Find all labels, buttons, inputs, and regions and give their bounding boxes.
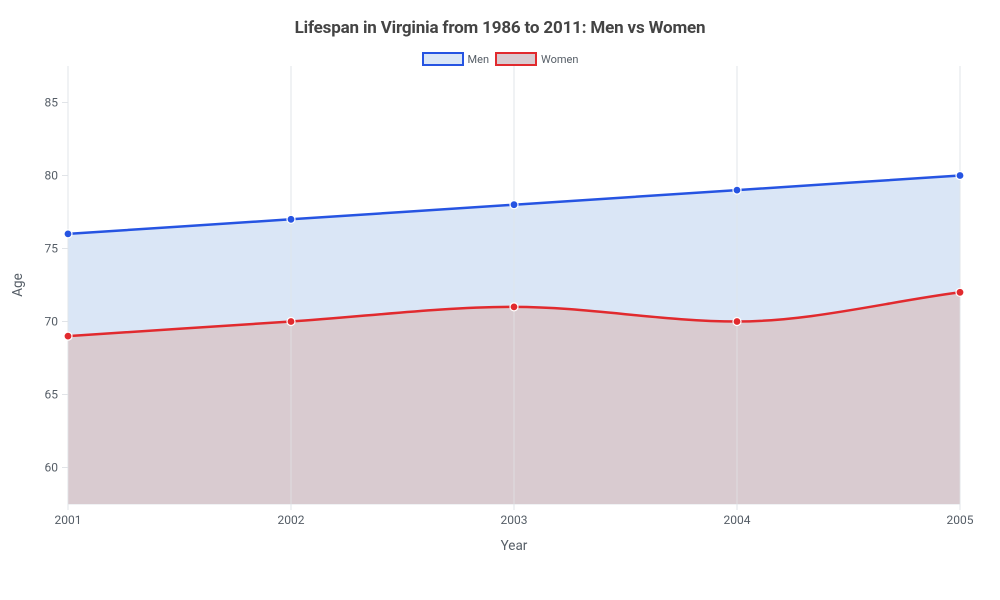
series-point-women[interactable] [956, 288, 964, 296]
legend-label-men: Men [468, 53, 490, 66]
series-point-women[interactable] [64, 332, 72, 340]
x-tick-label: 2002 [278, 513, 305, 527]
legend-label-women: Women [541, 53, 578, 66]
legend-swatch-women [495, 52, 537, 66]
y-axis-label: Age [10, 273, 26, 297]
y-tick-label: 70 [45, 315, 59, 329]
y-tick-label: 75 [45, 242, 59, 256]
legend: Men Women [0, 52, 1000, 66]
x-tick-label: 2005 [947, 513, 974, 527]
chart-plot-area: 60 65 70 75 80 85 2001 2002 2003 2004 2005 Age Year [0, 66, 1000, 578]
series-point-men[interactable] [510, 201, 518, 209]
series-point-men[interactable] [287, 215, 295, 223]
y-tick-label: 80 [45, 169, 59, 183]
x-tick-label: 2004 [724, 513, 751, 527]
series-point-men[interactable] [733, 186, 741, 194]
series-point-men[interactable] [64, 230, 72, 238]
y-tick-label: 85 [45, 96, 59, 110]
series-point-women[interactable] [733, 318, 741, 326]
series-point-women[interactable] [510, 303, 518, 311]
chart-title: Lifespan in Virginia from 1986 to 2011: … [0, 0, 1000, 38]
series-point-men[interactable] [956, 172, 964, 180]
legend-swatch-men [422, 52, 464, 66]
y-tick-label: 65 [45, 388, 59, 402]
series-point-women[interactable] [287, 318, 295, 326]
chart-svg: 60 65 70 75 80 85 2001 2002 2003 2004 2005 Age Year [0, 66, 1000, 578]
legend-item-men[interactable]: Men [422, 52, 490, 66]
y-tick-label: 60 [45, 461, 59, 475]
x-tick-label: 2003 [501, 513, 528, 527]
x-axis-label: Year [501, 538, 528, 554]
x-tick-label: 2001 [55, 513, 82, 527]
legend-item-women[interactable]: Women [495, 52, 578, 66]
